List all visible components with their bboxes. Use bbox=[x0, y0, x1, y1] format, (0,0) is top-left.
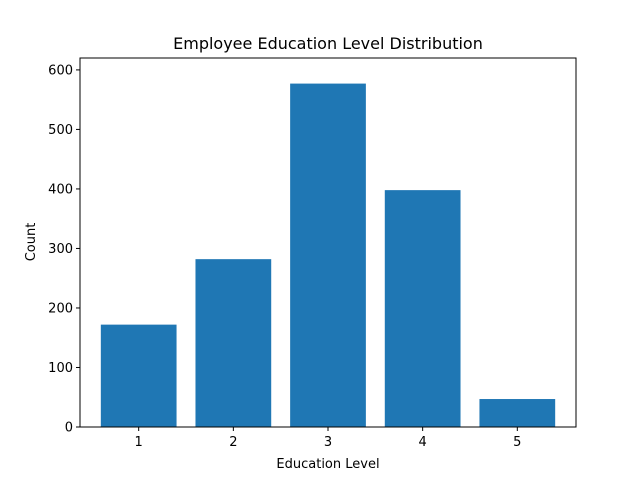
x-tick-label: 4 bbox=[419, 435, 427, 450]
plot-area bbox=[79, 57, 577, 428]
y-tick-label: 300 bbox=[48, 242, 73, 257]
chart-title: Employee Education Level Distribution bbox=[173, 34, 483, 53]
y-tick-label: 500 bbox=[48, 123, 73, 138]
y-tick-label: 200 bbox=[48, 301, 73, 316]
x-tick-label: 3 bbox=[324, 435, 332, 450]
x-tick-label: 2 bbox=[229, 435, 237, 450]
y-tick-label: 600 bbox=[48, 63, 73, 78]
y-axis-label: Count bbox=[24, 223, 39, 262]
y-tick-label: 400 bbox=[48, 182, 73, 197]
bar-education-level-1 bbox=[100, 324, 177, 427]
bars bbox=[100, 83, 556, 427]
x-tick-label: 1 bbox=[135, 435, 143, 450]
x-tick-label: 5 bbox=[513, 435, 521, 450]
bar-education-level-5 bbox=[479, 399, 556, 427]
bar-education-level-3 bbox=[290, 83, 366, 427]
y-tick-label: 0 bbox=[65, 421, 73, 436]
x-axis-label: Education Level bbox=[276, 457, 379, 472]
x-axis-ticks: 1 2 3 4 5 bbox=[135, 427, 521, 450]
bar-education-level-2 bbox=[195, 259, 272, 427]
bar-education-level-4 bbox=[384, 190, 461, 427]
y-axis-ticks: 0 100 200 300 400 500 600 bbox=[48, 63, 80, 436]
y-tick-label: 100 bbox=[48, 361, 73, 376]
